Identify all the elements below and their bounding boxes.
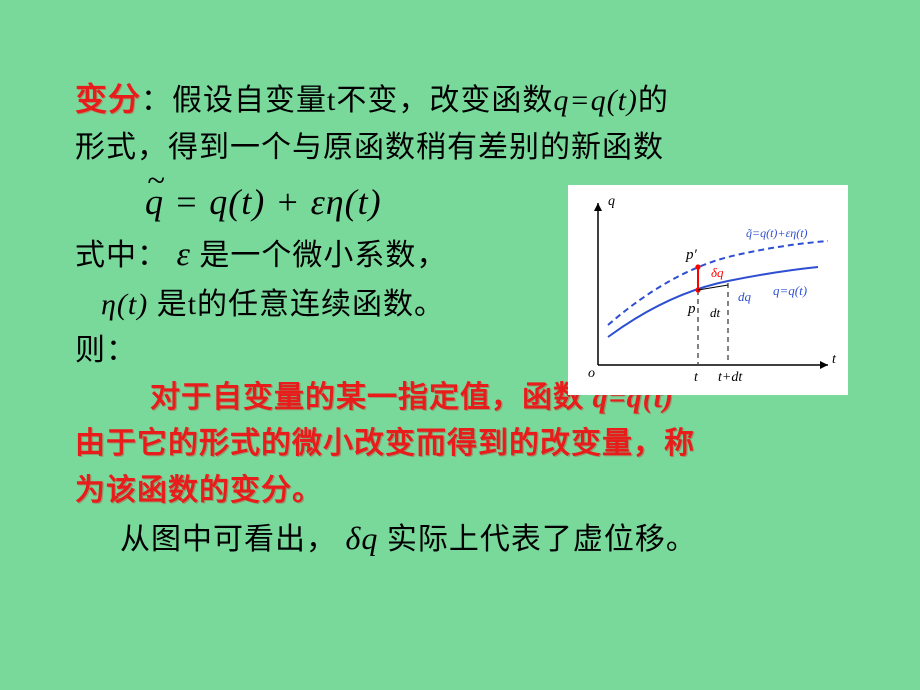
label-pp: p′: [685, 247, 698, 263]
variation-diagram: t q o q=q(t) q̃=q(t)+εη(t) t t+dt p p′ δ…: [568, 185, 848, 395]
ze: 则：: [75, 334, 137, 367]
x-label: t: [832, 352, 837, 367]
line1b: 的: [638, 84, 669, 117]
line-1: 变分：假设自变量t不变，改变函数q=q(t)的: [75, 75, 860, 125]
line3b: 是一个微小系数，: [199, 239, 447, 272]
line-4: η(t) 是t的任意连续函数。: [101, 282, 531, 329]
title-variation: 变分: [75, 81, 141, 117]
line-6: 从图中可看出， δq 实际上代表了虚位移。: [75, 514, 860, 564]
x-axis-arrow: [820, 361, 828, 369]
qeq: q=q(t): [553, 84, 638, 117]
y-label: q: [608, 194, 615, 209]
line-3: 式中： ε 是一个微小系数，: [75, 229, 505, 282]
line6b: 实际上代表了虚位移。: [387, 523, 697, 556]
delta-q: δq: [346, 520, 379, 556]
epsilon: ε: [177, 236, 191, 273]
red-line-2: 由于它的形式的微小改变而得到的改变量，称: [75, 421, 860, 468]
eq-rhs: = q(t) + εη(t): [164, 182, 382, 222]
q-tilde: q: [145, 181, 164, 223]
line1a: ：假设自变量t不变，改变函数: [141, 84, 553, 117]
slide: 变分：假设自变量t不变，改变函数q=q(t)的 形式，得到一个与原函数稍有差别的…: [0, 0, 920, 690]
label-dq: dq: [738, 289, 752, 304]
tdt-label: t+dt: [718, 370, 743, 385]
eta-t: η(t): [101, 288, 148, 321]
label-dt: dt: [710, 305, 721, 320]
label-deltaq: δq: [711, 265, 724, 280]
t-label: t: [694, 370, 699, 385]
curve-qtilde-label: q̃=q(t)+εη(t): [746, 226, 808, 240]
line-2: 形式，得到一个与原函数稍有差别的新函数: [75, 125, 860, 172]
y-axis-arrow: [594, 203, 602, 211]
line3a: 式中：: [75, 239, 168, 272]
line4b: 是t的任意连续函数。: [157, 288, 445, 321]
line2-text: 形式，得到一个与原函数稍有差别的新函数: [75, 131, 664, 164]
red1: 对于自变量的某一指定值，函数: [150, 381, 584, 414]
diagram-svg: t q o q=q(t) q̃=q(t)+εη(t) t t+dt p p′ δ…: [568, 185, 848, 395]
line6a: 从图中可看出，: [120, 523, 337, 556]
curve-q-label: q=q(t): [773, 283, 807, 298]
point-pp-dot: [695, 264, 700, 269]
o-label: o: [588, 366, 595, 381]
label-p: p: [687, 301, 696, 317]
red-line-3: 为该函数的变分。: [75, 468, 860, 515]
